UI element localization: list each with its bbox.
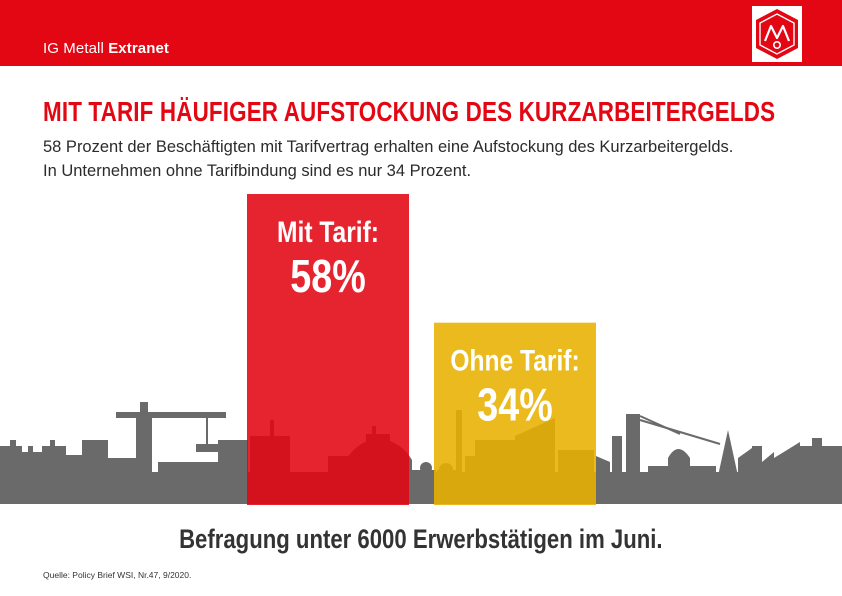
page-title: MIT TARIF HÄUFIGER AUFSTOCKUNG DES KURZA…	[43, 96, 776, 127]
brand-bold: Extranet	[108, 40, 170, 57]
bar-chart: Mit Tarif:58% Ohne Tarif:34%	[0, 194, 842, 505]
chart-footnote: Befragung unter 6000 Erwerbstätigen im J…	[0, 524, 842, 554]
header-bar	[0, 0, 842, 66]
bar-category-label: Mit Tarif:	[277, 215, 379, 249]
footnote-text: Befragung unter 6000 Erwerbstätigen im J…	[179, 524, 663, 554]
bar-value-label: 34%	[477, 379, 552, 430]
bar-value-label: 58%	[290, 250, 365, 301]
page-subtitle: 58 Prozent der Beschäftigten mit Tarifve…	[43, 138, 734, 180]
ig-metall-logo-icon	[752, 6, 802, 62]
source-citation: Quelle: Policy Brief WSI, Nr.47, 9/2020.	[43, 570, 192, 580]
bar-category-label: Ohne Tarif:	[450, 343, 579, 377]
brand-label[interactable]: IG Metall Extranet	[43, 40, 169, 57]
bar-mit-tarif	[247, 194, 409, 505]
bar-ohne-tarif	[434, 322, 596, 505]
industrial-skyline-illustration	[0, 402, 842, 504]
brand-regular: IG Metall	[43, 40, 104, 57]
